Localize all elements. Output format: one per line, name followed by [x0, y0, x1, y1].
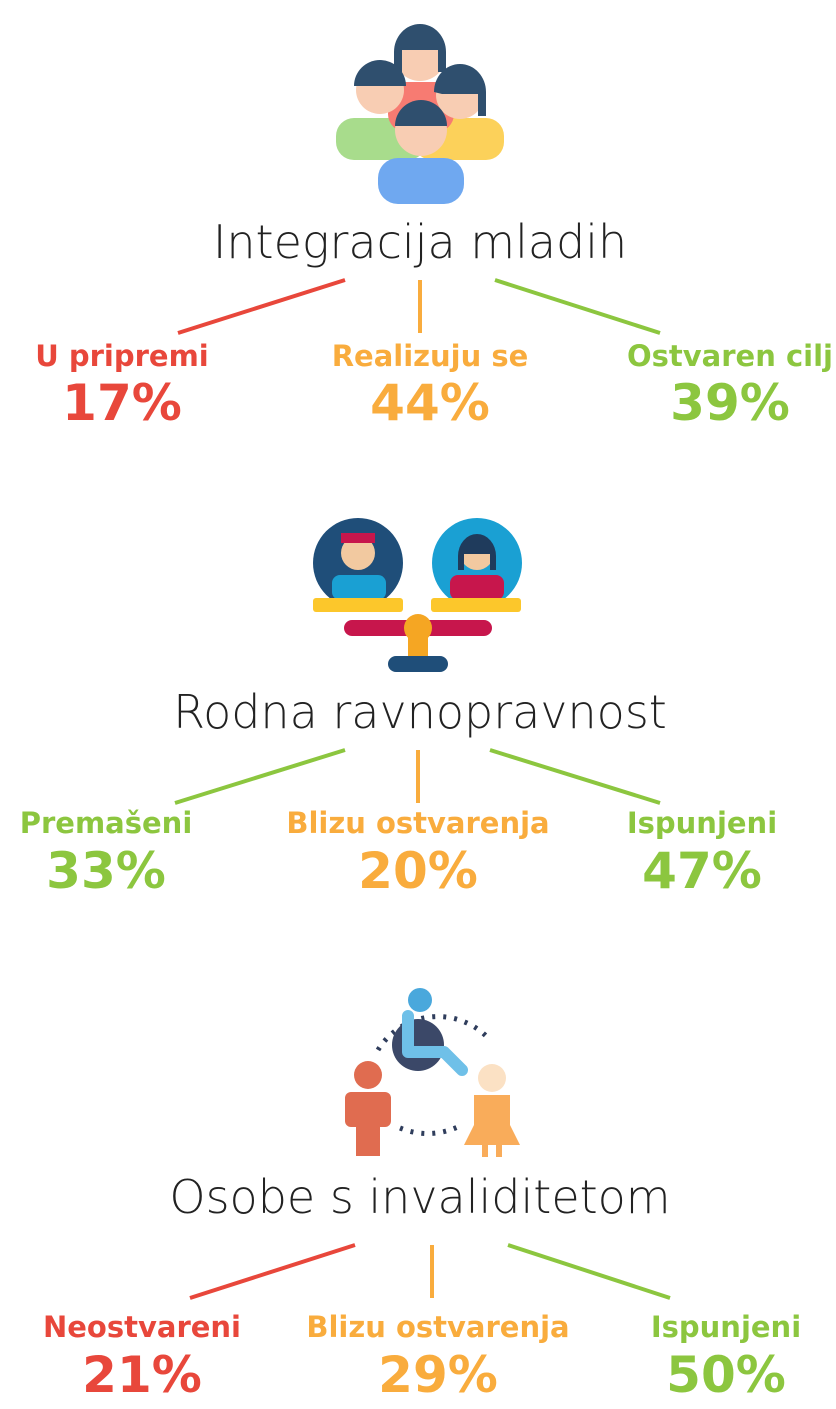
connector — [507, 1243, 671, 1300]
item-label: Premašeni — [20, 806, 193, 840]
section-title: Osobe s invaliditetom — [169, 1170, 670, 1224]
connector — [174, 748, 346, 805]
section-title: Integracija mladih — [213, 215, 627, 269]
item-label: Blizu ostvarenja — [306, 1310, 569, 1344]
item-value: 20% — [358, 842, 478, 900]
item-value: 17% — [62, 374, 182, 432]
item-value: 29% — [378, 1346, 498, 1404]
item-label: Blizu ostvarenja — [286, 806, 549, 840]
connector — [494, 278, 661, 335]
section-title: Rodna ravnopravnost — [173, 685, 667, 739]
item-value: 21% — [82, 1346, 202, 1404]
item-value: 44% — [370, 374, 490, 432]
connector — [189, 1243, 356, 1300]
item-value: 33% — [46, 842, 166, 900]
item-value: 47% — [642, 842, 762, 900]
connector — [489, 748, 661, 805]
item-label: Ispunjeni — [627, 806, 777, 840]
item-label: Neostvareni — [43, 1310, 241, 1344]
item-label: U pripremi — [35, 339, 209, 373]
scale-icon — [313, 518, 522, 672]
item-value: 39% — [670, 374, 790, 432]
disability-icon — [345, 988, 520, 1157]
item-label: Ispunjeni — [651, 1310, 801, 1344]
item-label: Ostvaren cilj — [627, 339, 833, 373]
people-icon — [336, 24, 504, 204]
item-value: 50% — [666, 1346, 786, 1404]
item-label: Realizuju se — [332, 339, 529, 373]
connector — [177, 278, 346, 335]
